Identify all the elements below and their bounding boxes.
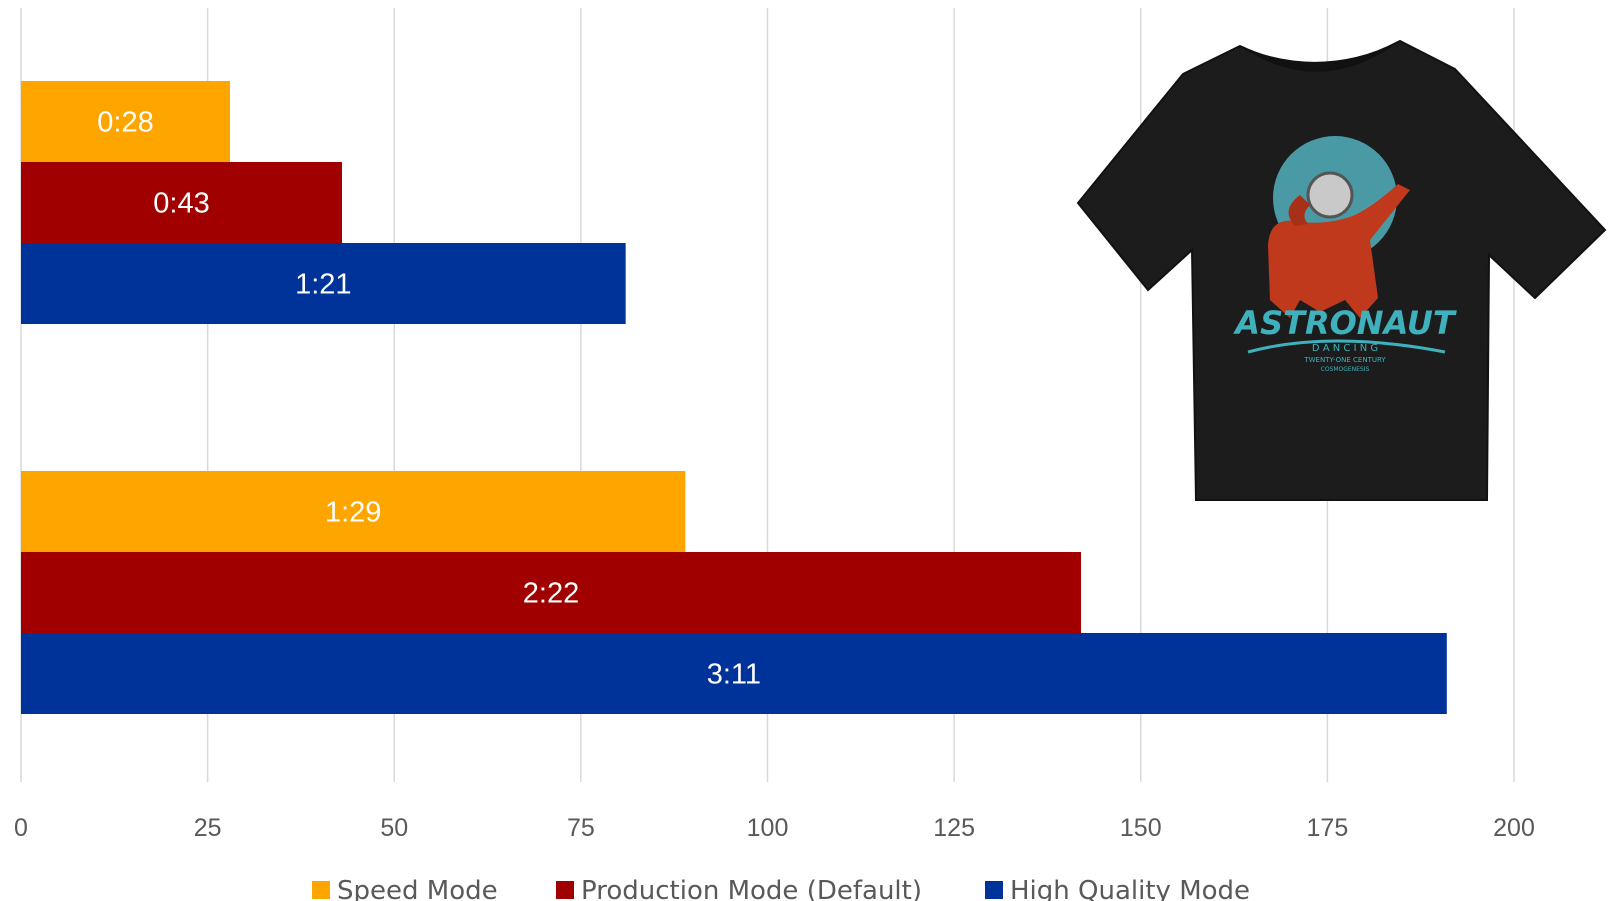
legend-swatch-production xyxy=(556,881,574,899)
x-tick-label-200: 200 xyxy=(1493,814,1535,842)
bar-group-1-series-2 xyxy=(21,162,342,243)
legend: Speed Mode Production Mode (Default) Hig… xyxy=(312,876,1250,901)
tshirt-graphic-text: ASTRONAUT xyxy=(1232,304,1457,342)
bar-label-group-2-series-2: 2:22 xyxy=(523,578,579,610)
astronaut-helmet xyxy=(1306,171,1354,219)
tshirt-image: ASTRONAUT D A N C I N G TWENTY-ONE CENTU… xyxy=(1076,39,1607,501)
x-tick-label-100: 100 xyxy=(747,814,789,842)
legend-swatch-high-quality xyxy=(985,881,1003,899)
bar-label-group-1-series-1: 0:28 xyxy=(97,107,153,139)
x-tick-label-0: 0 xyxy=(14,814,28,842)
tshirt-collar xyxy=(1240,41,1400,72)
tshirt-small-text-2: COSMOGENESIS xyxy=(1321,366,1370,373)
astronaut-suit xyxy=(1268,184,1410,318)
bar-label-group-1-series-3: 1:21 xyxy=(295,269,351,301)
astronaut-arm xyxy=(1288,195,1310,226)
x-tick-label-75: 75 xyxy=(567,814,595,842)
bar-labels: 0:28 0:43 1:21 1:29 2:22 3:11 xyxy=(97,107,761,691)
tshirt-sub-text: D A N C I N G xyxy=(1312,343,1378,354)
tshirt-small-text-1: TWENTY-ONE CENTURY xyxy=(1303,356,1386,364)
x-tick-label-25: 25 xyxy=(194,814,222,842)
legend-label-production: Production Mode (Default) xyxy=(581,876,922,901)
x-tick-label-50: 50 xyxy=(380,814,408,842)
bar-group-2-series-3 xyxy=(21,633,1447,714)
bar-group-2-series-2 xyxy=(21,552,1082,633)
legend-label-high-quality: High Quality Mode xyxy=(1010,876,1250,901)
x-tick-label-125: 125 xyxy=(933,814,975,842)
graphic-arc xyxy=(1247,339,1446,354)
bars xyxy=(21,81,1447,714)
x-tick-label-150: 150 xyxy=(1120,814,1162,842)
bar-group-2-series-1 xyxy=(21,471,686,552)
x-axis-ticks: 0 25 50 75 100 125 150 175 200 xyxy=(14,814,1535,842)
legend-label-speed: Speed Mode xyxy=(337,876,498,901)
legend-swatch-speed xyxy=(312,881,330,899)
bar-label-group-2-series-1: 1:29 xyxy=(325,497,381,529)
x-tick-label-175: 175 xyxy=(1307,814,1349,842)
bar-group-1-series-1 xyxy=(21,81,231,162)
bar-label-group-1-series-2: 0:43 xyxy=(153,188,209,220)
bar-label-group-2-series-3: 3:11 xyxy=(707,659,761,691)
bar-group-1-series-3 xyxy=(21,243,626,324)
